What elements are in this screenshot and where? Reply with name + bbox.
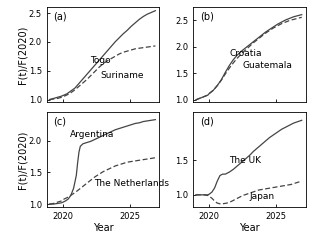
Text: Japan: Japan xyxy=(250,192,275,201)
Text: Togo: Togo xyxy=(90,56,110,65)
Text: Croatia: Croatia xyxy=(229,49,262,58)
Text: Suriname: Suriname xyxy=(100,71,144,80)
Y-axis label: F(t)/F(2020): F(t)/F(2020) xyxy=(17,26,27,84)
Text: Guatemala: Guatemala xyxy=(243,61,293,70)
Text: Argentina: Argentina xyxy=(70,130,114,139)
X-axis label: Year: Year xyxy=(93,222,113,233)
Text: The Netherlands: The Netherlands xyxy=(94,179,169,188)
Text: (b): (b) xyxy=(200,12,214,22)
Text: (d): (d) xyxy=(200,117,214,127)
Y-axis label: F(t)/F(2020): F(t)/F(2020) xyxy=(17,130,27,189)
Text: (c): (c) xyxy=(54,117,66,127)
Text: The UK: The UK xyxy=(229,156,261,165)
X-axis label: Year: Year xyxy=(239,222,260,233)
Text: (a): (a) xyxy=(54,12,67,22)
